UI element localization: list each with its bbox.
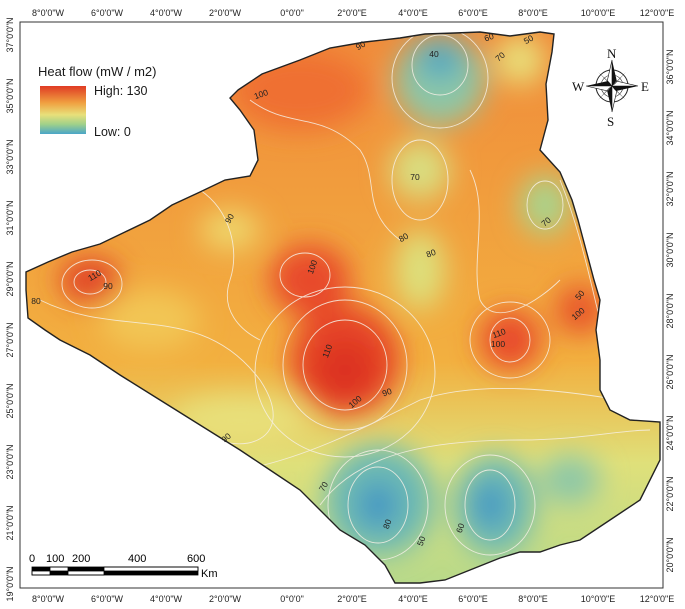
axis-bottom-tick-label: 8°0'0"E xyxy=(518,594,548,604)
compass-south-label: S xyxy=(607,114,615,129)
axis-right-tick-label: 22°0'0"N xyxy=(665,476,675,511)
axis-right-tick-label: 30°0'0"N xyxy=(665,232,675,267)
axis-top-tick-label: 2°0'0"W xyxy=(209,8,242,18)
axis-top-tick-label: 4°0'0"E xyxy=(398,8,428,18)
legend-color-ramp xyxy=(40,86,86,134)
axis-right-tick-label: 24°0'0"N xyxy=(665,415,675,450)
contour-value-label: 40 xyxy=(429,49,439,59)
axis-bottom-labels: 8°0'0"W 6°0'0"W 4°0'0"W 2°0'0"W 0°0'0" 2°0'0"… xyxy=(32,594,674,604)
contour-value-label: 80 xyxy=(31,296,41,306)
axis-bottom-tick-label: 10°0'0"E xyxy=(581,594,616,604)
axis-top-tick-label: 2°0'0"E xyxy=(337,8,367,18)
contour-value-label: 100 xyxy=(253,87,270,101)
contour-value-label: 80 xyxy=(425,247,438,260)
scalebar-label: 200 xyxy=(72,553,90,565)
axis-bottom-tick-label: 2°0'0"E xyxy=(337,594,367,604)
axis-left-tick-label: 29°0'0"N xyxy=(5,261,15,296)
axis-right-tick-label: 20°0'0"N xyxy=(665,537,675,572)
compass-east-label: E xyxy=(641,79,649,94)
contour-value-label: 70 xyxy=(410,172,420,182)
axis-top-tick-label: 8°0'0"E xyxy=(518,8,548,18)
contour-value-label: 50 xyxy=(522,33,535,47)
contour-value-label: 90 xyxy=(381,386,394,399)
axis-top-tick-label: 4°0'0"W xyxy=(150,8,183,18)
compass-rose-icon xyxy=(585,59,639,113)
contour-lines xyxy=(39,32,651,561)
contour-value-label: 70 xyxy=(317,480,331,493)
axis-right-tick-label: 28°0'0"N xyxy=(665,293,675,328)
contour-value-label: 100 xyxy=(491,339,505,349)
contour-value-label: 110 xyxy=(491,326,507,340)
axis-bottom-tick-label: 0°0'0" xyxy=(280,594,304,604)
axis-right-tick-label: 34°0'0"N xyxy=(665,110,675,145)
axis-left-tick-label: 19°0'0"N xyxy=(5,566,15,601)
axis-left-tick-label: 35°0'0"N xyxy=(5,78,15,113)
axis-left-tick-label: 27°0'0"N xyxy=(5,322,15,357)
axis-left-tick-label: 25°0'0"N xyxy=(5,383,15,418)
compass-west-label: W xyxy=(572,79,585,94)
axis-top-tick-label: 0°0'0" xyxy=(280,8,304,18)
axis-bottom-tick-label: 4°0'0"E xyxy=(398,594,428,604)
axis-top-tick-label: 8°0'0"W xyxy=(32,8,65,18)
contour-value-label: 110 xyxy=(320,343,334,359)
axis-left-tick-label: 31°0'0"N xyxy=(5,200,15,235)
axis-left-labels: 37°0'0"N 35°0'0"N 33°0'0"N 31°0'0"N 29°0'0"N… xyxy=(5,17,15,601)
scalebar-label: 0 xyxy=(29,553,35,565)
legend-high-label: High: 130 xyxy=(94,84,148,98)
scalebar-label: 400 xyxy=(128,553,146,565)
legend-low-label: Low: 0 xyxy=(94,125,131,139)
axis-top-tick-label: 6°0'0"E xyxy=(458,8,488,18)
axis-left-tick-label: 37°0'0"N xyxy=(5,17,15,52)
scalebar-unit: Km xyxy=(201,568,218,580)
axis-right-labels: 36°0'0"N 34°0'0"N 32°0'0"N 30°0'0"N 28°0'0"N… xyxy=(665,49,675,572)
axis-right-tick-label: 36°0'0"N xyxy=(665,49,675,84)
axis-bottom-tick-label: 6°0'0"E xyxy=(458,594,488,604)
contour-value-label: 100 xyxy=(305,258,319,275)
axis-top-tick-label: 10°0'0"E xyxy=(581,8,616,18)
axis-bottom-tick-label: 2°0'0"W xyxy=(209,594,242,604)
contour-value-label: 90 xyxy=(223,212,237,225)
axis-top-tick-label: 12°0'0"E xyxy=(640,8,675,18)
axis-right-tick-label: 32°0'0"N xyxy=(665,171,675,206)
compass-north-label: N xyxy=(607,46,617,61)
axis-top-tick-label: 6°0'0"W xyxy=(91,8,124,18)
country-outline xyxy=(25,31,661,584)
axis-left-tick-label: 21°0'0"N xyxy=(5,505,15,540)
contour-value-label: 80 xyxy=(397,231,410,245)
axis-left-tick-label: 33°0'0"N xyxy=(5,139,15,174)
scalebar-label: 100 xyxy=(46,553,64,565)
axis-bottom-tick-label: 8°0'0"W xyxy=(32,594,65,604)
axis-right-tick-label: 26°0'0"N xyxy=(665,354,675,389)
scale-bar: 0 100 200 400 600 Km xyxy=(29,553,218,580)
axis-top-labels: 8°0'0"W 6°0'0"W 4°0'0"W 2°0'0"W 0°0'0" 2°0'0"… xyxy=(32,8,674,18)
contour-value-label: 80 xyxy=(381,518,394,531)
contour-value-label: 90 xyxy=(103,281,113,291)
scalebar-label: 600 xyxy=(187,553,205,565)
axis-bottom-tick-label: 12°0'0"E xyxy=(640,594,675,604)
contour-value-label: 60 xyxy=(483,31,496,44)
contour-value-label: 90 xyxy=(354,39,367,53)
axis-bottom-tick-label: 6°0'0"W xyxy=(91,594,124,604)
axis-left-tick-label: 23°0'0"N xyxy=(5,444,15,479)
contour-value-label: 60 xyxy=(454,522,467,535)
contour-value-label: 50 xyxy=(415,535,428,548)
axis-bottom-tick-label: 4°0'0"W xyxy=(150,594,183,604)
legend-title: Heat flow (mW / m2) xyxy=(38,64,157,79)
